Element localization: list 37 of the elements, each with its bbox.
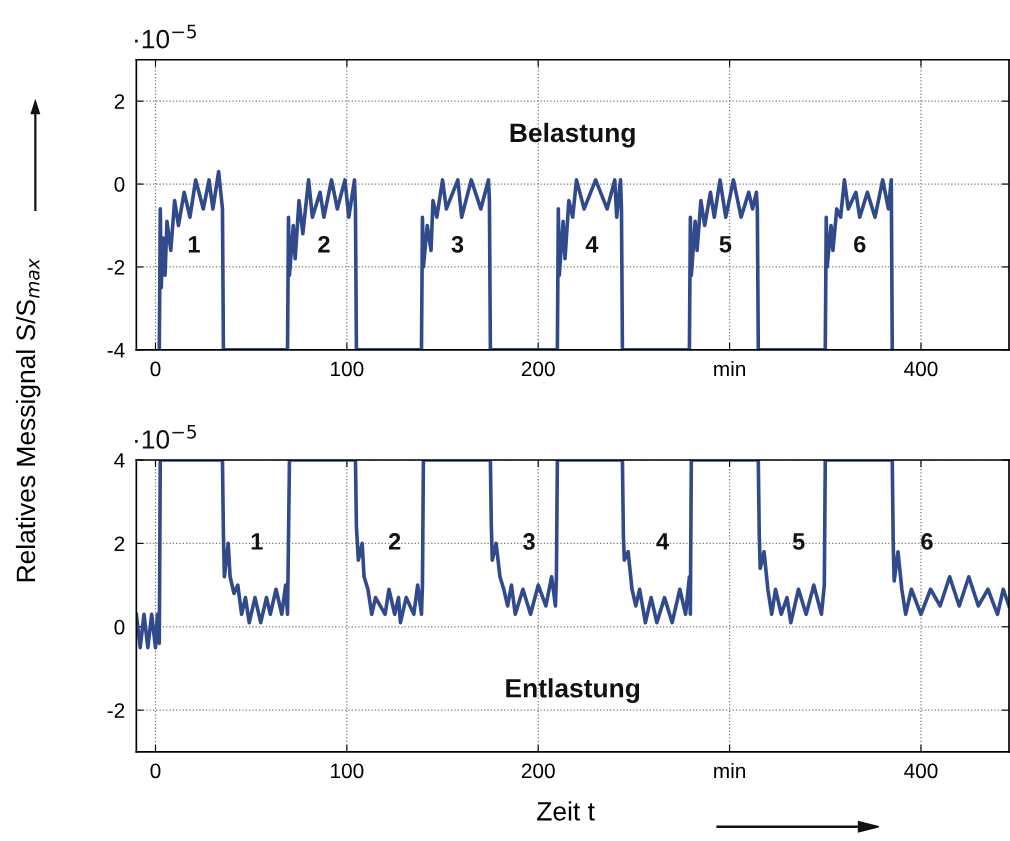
- x-axis-title: Zeit t: [537, 801, 595, 821]
- x-tick-label: 200: [521, 361, 555, 377]
- x-tick-label: 0: [150, 763, 161, 779]
- annotation: 5: [719, 236, 732, 253]
- y-tick-label: -2: [107, 259, 125, 275]
- x-tick-label: 100: [331, 763, 364, 779]
- annotation: 4: [585, 236, 599, 253]
- annotation: Belastung: [510, 122, 635, 148]
- annotation: 3: [523, 533, 535, 550]
- text: ·10$^{−5}$: [135, 24, 196, 49]
- y-tick-label: -4: [107, 343, 125, 358]
- annotation: Entlastung: [506, 678, 640, 703]
- y-tick-label: -2: [107, 703, 125, 718]
- x-tick-label: 400: [904, 763, 938, 779]
- y-axis-title: Relatives Messignal S/S$_{max}$: [15, 258, 41, 582]
- y-tick-label: 0: [114, 177, 125, 192]
- annotation: 6: [854, 235, 866, 253]
- x-tick-label: 200: [521, 763, 555, 779]
- annotation: 2: [388, 533, 401, 550]
- line-series: [157, 169, 895, 350]
- annotation: 5: [792, 533, 805, 550]
- annotation: 4: [656, 533, 669, 550]
- annotation: 3: [451, 235, 464, 253]
- x-tick-label: min: [714, 762, 746, 779]
- annotation: 2: [318, 235, 330, 253]
- annotation: 6: [921, 533, 933, 550]
- y-tick-label: 2: [114, 94, 125, 109]
- x-tick-label: 0: [150, 361, 161, 377]
- text: ·10$^{−5}$: [135, 424, 196, 449]
- y-tick-label: 4: [114, 453, 125, 468]
- x-tick-label: 400: [904, 361, 938, 377]
- y-tick-label: 2: [114, 536, 125, 551]
- annotation: 1: [251, 533, 263, 550]
- x-tick-label: min: [714, 360, 746, 377]
- y-tick-label: 0: [114, 619, 125, 635]
- annotation: 1: [188, 236, 200, 253]
- x-tick-label: 100: [331, 361, 364, 377]
